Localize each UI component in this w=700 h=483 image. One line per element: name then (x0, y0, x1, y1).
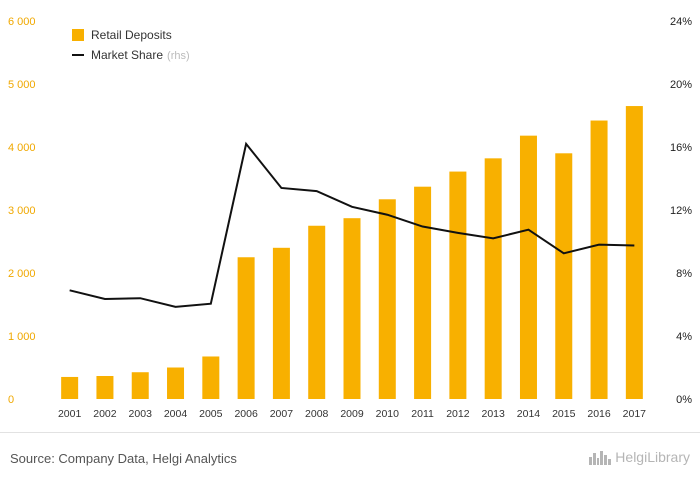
axis-layer: 0 1 000 2 000 3 000 4 000 5 000 6 000 0% 4% 8% 12%… (8, 16, 692, 420)
x-axis-tick-label: 2006 (234, 408, 258, 420)
bar-2005 (202, 356, 220, 399)
footer: Source: Company Data, Helgi Analytics He… (0, 432, 700, 483)
bar-2017 (625, 106, 643, 400)
right-axis-tick-label: 20% (670, 79, 692, 91)
bar-2008 (308, 225, 326, 399)
left-axis-tick-label: 0 (8, 394, 14, 406)
x-axis-tick-label: 2005 (199, 408, 223, 420)
x-axis-tick-label: 2004 (164, 408, 188, 420)
footer-divider (0, 432, 700, 433)
combo-chart: 0 1 000 2 000 3 000 4 000 5 000 6 000 0% 4% 8% 12%… (8, 16, 692, 420)
bar-2004 (167, 367, 185, 399)
left-axis-tick-label: 1 000 (8, 331, 36, 343)
x-axis-tick-label: 2017 (623, 408, 647, 420)
right-axis-tick-label: 16% (670, 142, 692, 154)
bar-2014 (519, 135, 537, 399)
x-axis-tick-label: 2009 (340, 408, 364, 420)
x-axis-tick-label: 2015 (552, 408, 576, 420)
bar-2002 (96, 376, 114, 399)
left-axis-tick-label: 2 000 (8, 268, 36, 280)
x-axis-tick-label: 2003 (129, 408, 153, 420)
x-axis-tick-label: 2016 (587, 408, 611, 420)
bar-2011 (414, 186, 432, 399)
bar-2016 (590, 120, 608, 399)
bar-2003 (131, 372, 149, 399)
legend-label-market-share-suffix: (rhs) (167, 50, 190, 62)
legend-label-market-share: Market Share (rhs) (91, 48, 190, 62)
x-axis-tick-label: 2011 (411, 408, 434, 420)
bar-2001 (61, 376, 79, 399)
market-share-line (69, 141, 635, 308)
legend: Retail Deposits Market Share (rhs) (72, 28, 190, 62)
legend-label-retail-deposits: Retail Deposits (91, 28, 172, 42)
city-skyline-icon (589, 451, 612, 465)
right-axis-tick-label: 12% (670, 205, 692, 217)
left-axis-tick-label: 5 000 (8, 79, 36, 91)
line-layer (69, 141, 635, 308)
legend-label-market-share-name: Market Share (91, 48, 163, 62)
right-axis-tick-label: 0% (676, 394, 692, 406)
bar-2015 (555, 153, 573, 399)
bars-layer (61, 106, 643, 400)
left-axis-tick-label: 6 000 (8, 16, 36, 28)
brand-logo[interactable]: HelgiLibrary (589, 449, 690, 465)
x-axis-tick-label: 2002 (93, 408, 117, 420)
x-axis-tick-label: 2014 (517, 408, 541, 420)
bar-2013 (484, 158, 502, 399)
right-axis-tick-label: 4% (676, 331, 692, 343)
x-axis-tick-label: 2007 (270, 408, 294, 420)
bar-2012 (449, 171, 467, 399)
right-axis-tick-label: 24% (670, 16, 692, 28)
x-axis-tick-label: 2012 (446, 408, 470, 420)
bar-2010 (378, 199, 396, 399)
right-axis-tick-label: 8% (676, 268, 692, 280)
bar-2007 (272, 247, 290, 399)
bar-2006 (237, 257, 255, 399)
legend-swatch-retail-deposits (72, 29, 84, 41)
brand-name: HelgiLibrary (615, 449, 690, 465)
x-axis-tick-label: 2010 (376, 408, 400, 420)
x-axis-tick-label: 2013 (482, 408, 506, 420)
left-axis-tick-label: 3 000 (8, 205, 36, 217)
x-axis-tick-label: 2008 (305, 408, 329, 420)
source-note: Source: Company Data, Helgi Analytics (10, 451, 237, 466)
bar-2009 (343, 218, 361, 399)
left-axis-tick-label: 4 000 (8, 142, 36, 154)
x-axis-tick-label: 2001 (58, 408, 82, 420)
